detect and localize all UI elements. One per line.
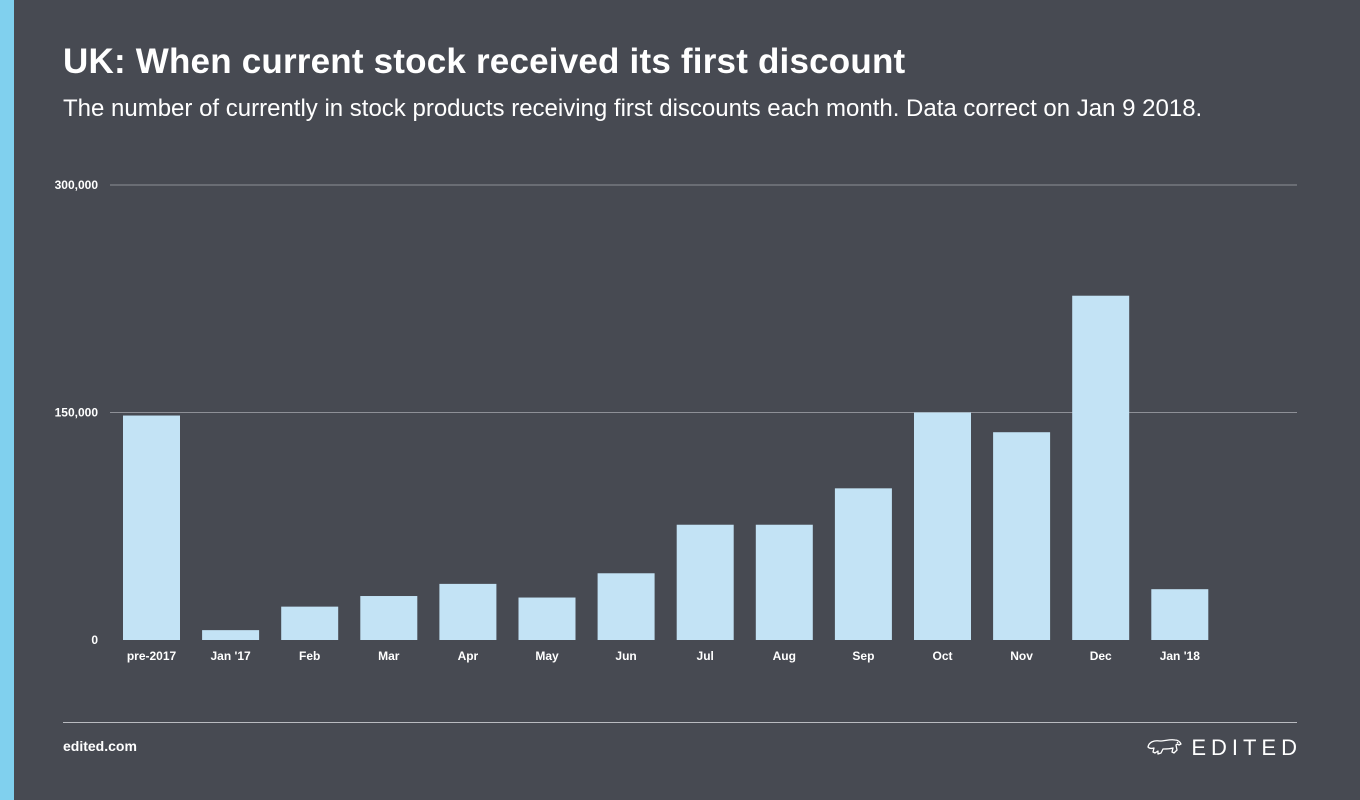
bar (123, 415, 180, 640)
bar (518, 597, 576, 640)
bar-chart: 0 150,000 300,000 pre-2017 Jan '17 Feb Mar Apr M… (55, 178, 1297, 663)
x-tick-label: Jul (697, 649, 714, 663)
chart-subtitle: The number of currently in stock product… (63, 95, 1203, 122)
x-tick-label: Aug (773, 649, 796, 663)
footer-url: edited.com (63, 738, 137, 754)
x-tick-label: Apr (458, 649, 479, 663)
x-tick-label: Oct (932, 649, 952, 663)
footer-divider (63, 722, 1297, 723)
bar (1151, 589, 1209, 640)
y-tick-label: 0 (91, 633, 98, 647)
x-tick-label: Jan '17 (210, 649, 251, 663)
bar (202, 630, 260, 640)
bar (914, 412, 971, 640)
x-tick-label: Sep (852, 649, 874, 663)
bar (281, 606, 339, 640)
y-tick-label: 150,000 (55, 406, 99, 420)
bar (597, 573, 655, 640)
bar (439, 583, 497, 640)
polar-bear-icon (1145, 733, 1183, 762)
brand-name: EDITED (1191, 734, 1302, 760)
bar (755, 524, 813, 640)
bar (676, 524, 734, 640)
x-tick-label: May (535, 649, 559, 663)
bar (360, 596, 418, 640)
y-tick-label: 300,000 (55, 178, 99, 192)
bar (1072, 295, 1130, 640)
x-tick-label: Jan '18 (1160, 649, 1201, 663)
bar (834, 488, 892, 640)
x-tick-label: pre-2017 (127, 649, 177, 663)
brand-logo: EDITED (1145, 733, 1297, 762)
chart-title: UK: When current stock received its firs… (63, 42, 906, 81)
bar (993, 432, 1051, 640)
x-tick-label: Dec (1090, 649, 1112, 663)
x-tick-label: Jun (615, 649, 636, 663)
x-tick-label: Mar (378, 649, 400, 663)
x-tick-label: Nov (1010, 649, 1033, 663)
x-tick-label: Feb (299, 649, 320, 663)
accent-bar (0, 0, 14, 800)
